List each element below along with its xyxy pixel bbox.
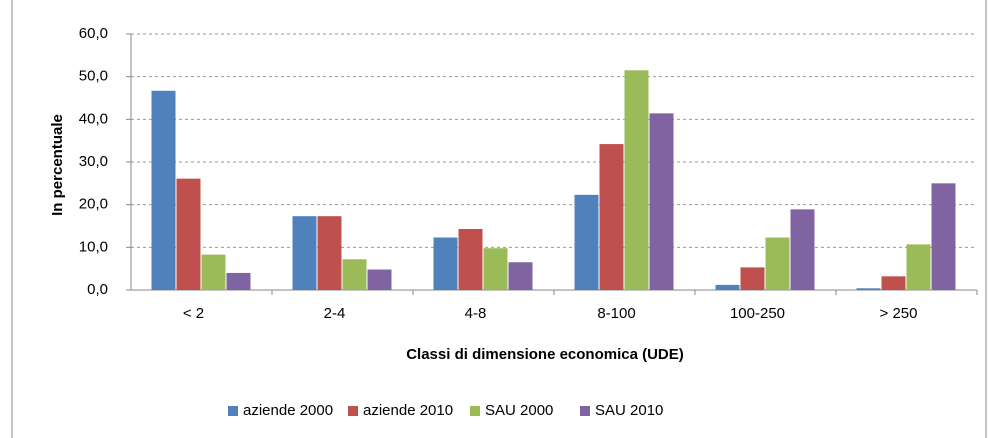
bar — [715, 284, 740, 290]
bar — [317, 216, 342, 290]
legend-swatch — [228, 406, 238, 416]
bar — [790, 209, 815, 290]
x-tick-label: 2-4 — [324, 305, 346, 322]
y-tick-label: 20,0 — [79, 196, 108, 213]
chart-border — [11, 0, 987, 438]
legend-label: SAU 2010 — [595, 402, 663, 419]
bar — [367, 269, 392, 290]
x-tick-label: 4-8 — [465, 305, 487, 322]
bar — [931, 183, 956, 290]
bar — [151, 90, 176, 290]
bar — [226, 272, 251, 290]
bar — [881, 276, 906, 290]
legend-swatch — [348, 406, 358, 416]
bar — [740, 267, 765, 290]
bar — [599, 144, 624, 290]
bar — [856, 288, 881, 290]
bar — [342, 259, 367, 290]
bar — [201, 254, 226, 290]
bar — [176, 178, 201, 290]
legend-swatch — [470, 406, 480, 416]
bar — [508, 262, 533, 290]
bar — [649, 113, 674, 290]
legend-swatch — [580, 406, 590, 416]
bar — [483, 248, 508, 290]
bar — [574, 194, 599, 290]
y-tick-label: 60,0 — [79, 25, 108, 42]
y-tick-label: 0,0 — [87, 281, 108, 298]
bar — [458, 228, 483, 290]
bar — [765, 237, 790, 290]
x-tick-label: > 250 — [880, 305, 918, 322]
y-tick-label: 30,0 — [79, 153, 108, 170]
legend-label: aziende 2010 — [363, 402, 453, 419]
bar — [624, 70, 649, 291]
x-axis-title: Classi di dimensione economica (UDE) — [406, 346, 684, 363]
bar — [292, 216, 317, 290]
legend-label: aziende 2000 — [243, 402, 333, 419]
y-tick-label: 10,0 — [79, 238, 108, 255]
bar — [906, 244, 931, 290]
bar — [433, 237, 458, 290]
legend-label: SAU 2000 — [485, 402, 553, 419]
y-tick-label: 50,0 — [79, 68, 108, 85]
x-tick-label: < 2 — [183, 305, 204, 322]
y-axis-title: In percentuale — [49, 114, 66, 216]
x-tick-label: 100-250 — [730, 305, 785, 322]
x-tick-label: 8-100 — [597, 305, 635, 322]
y-tick-label: 40,0 — [79, 110, 108, 127]
